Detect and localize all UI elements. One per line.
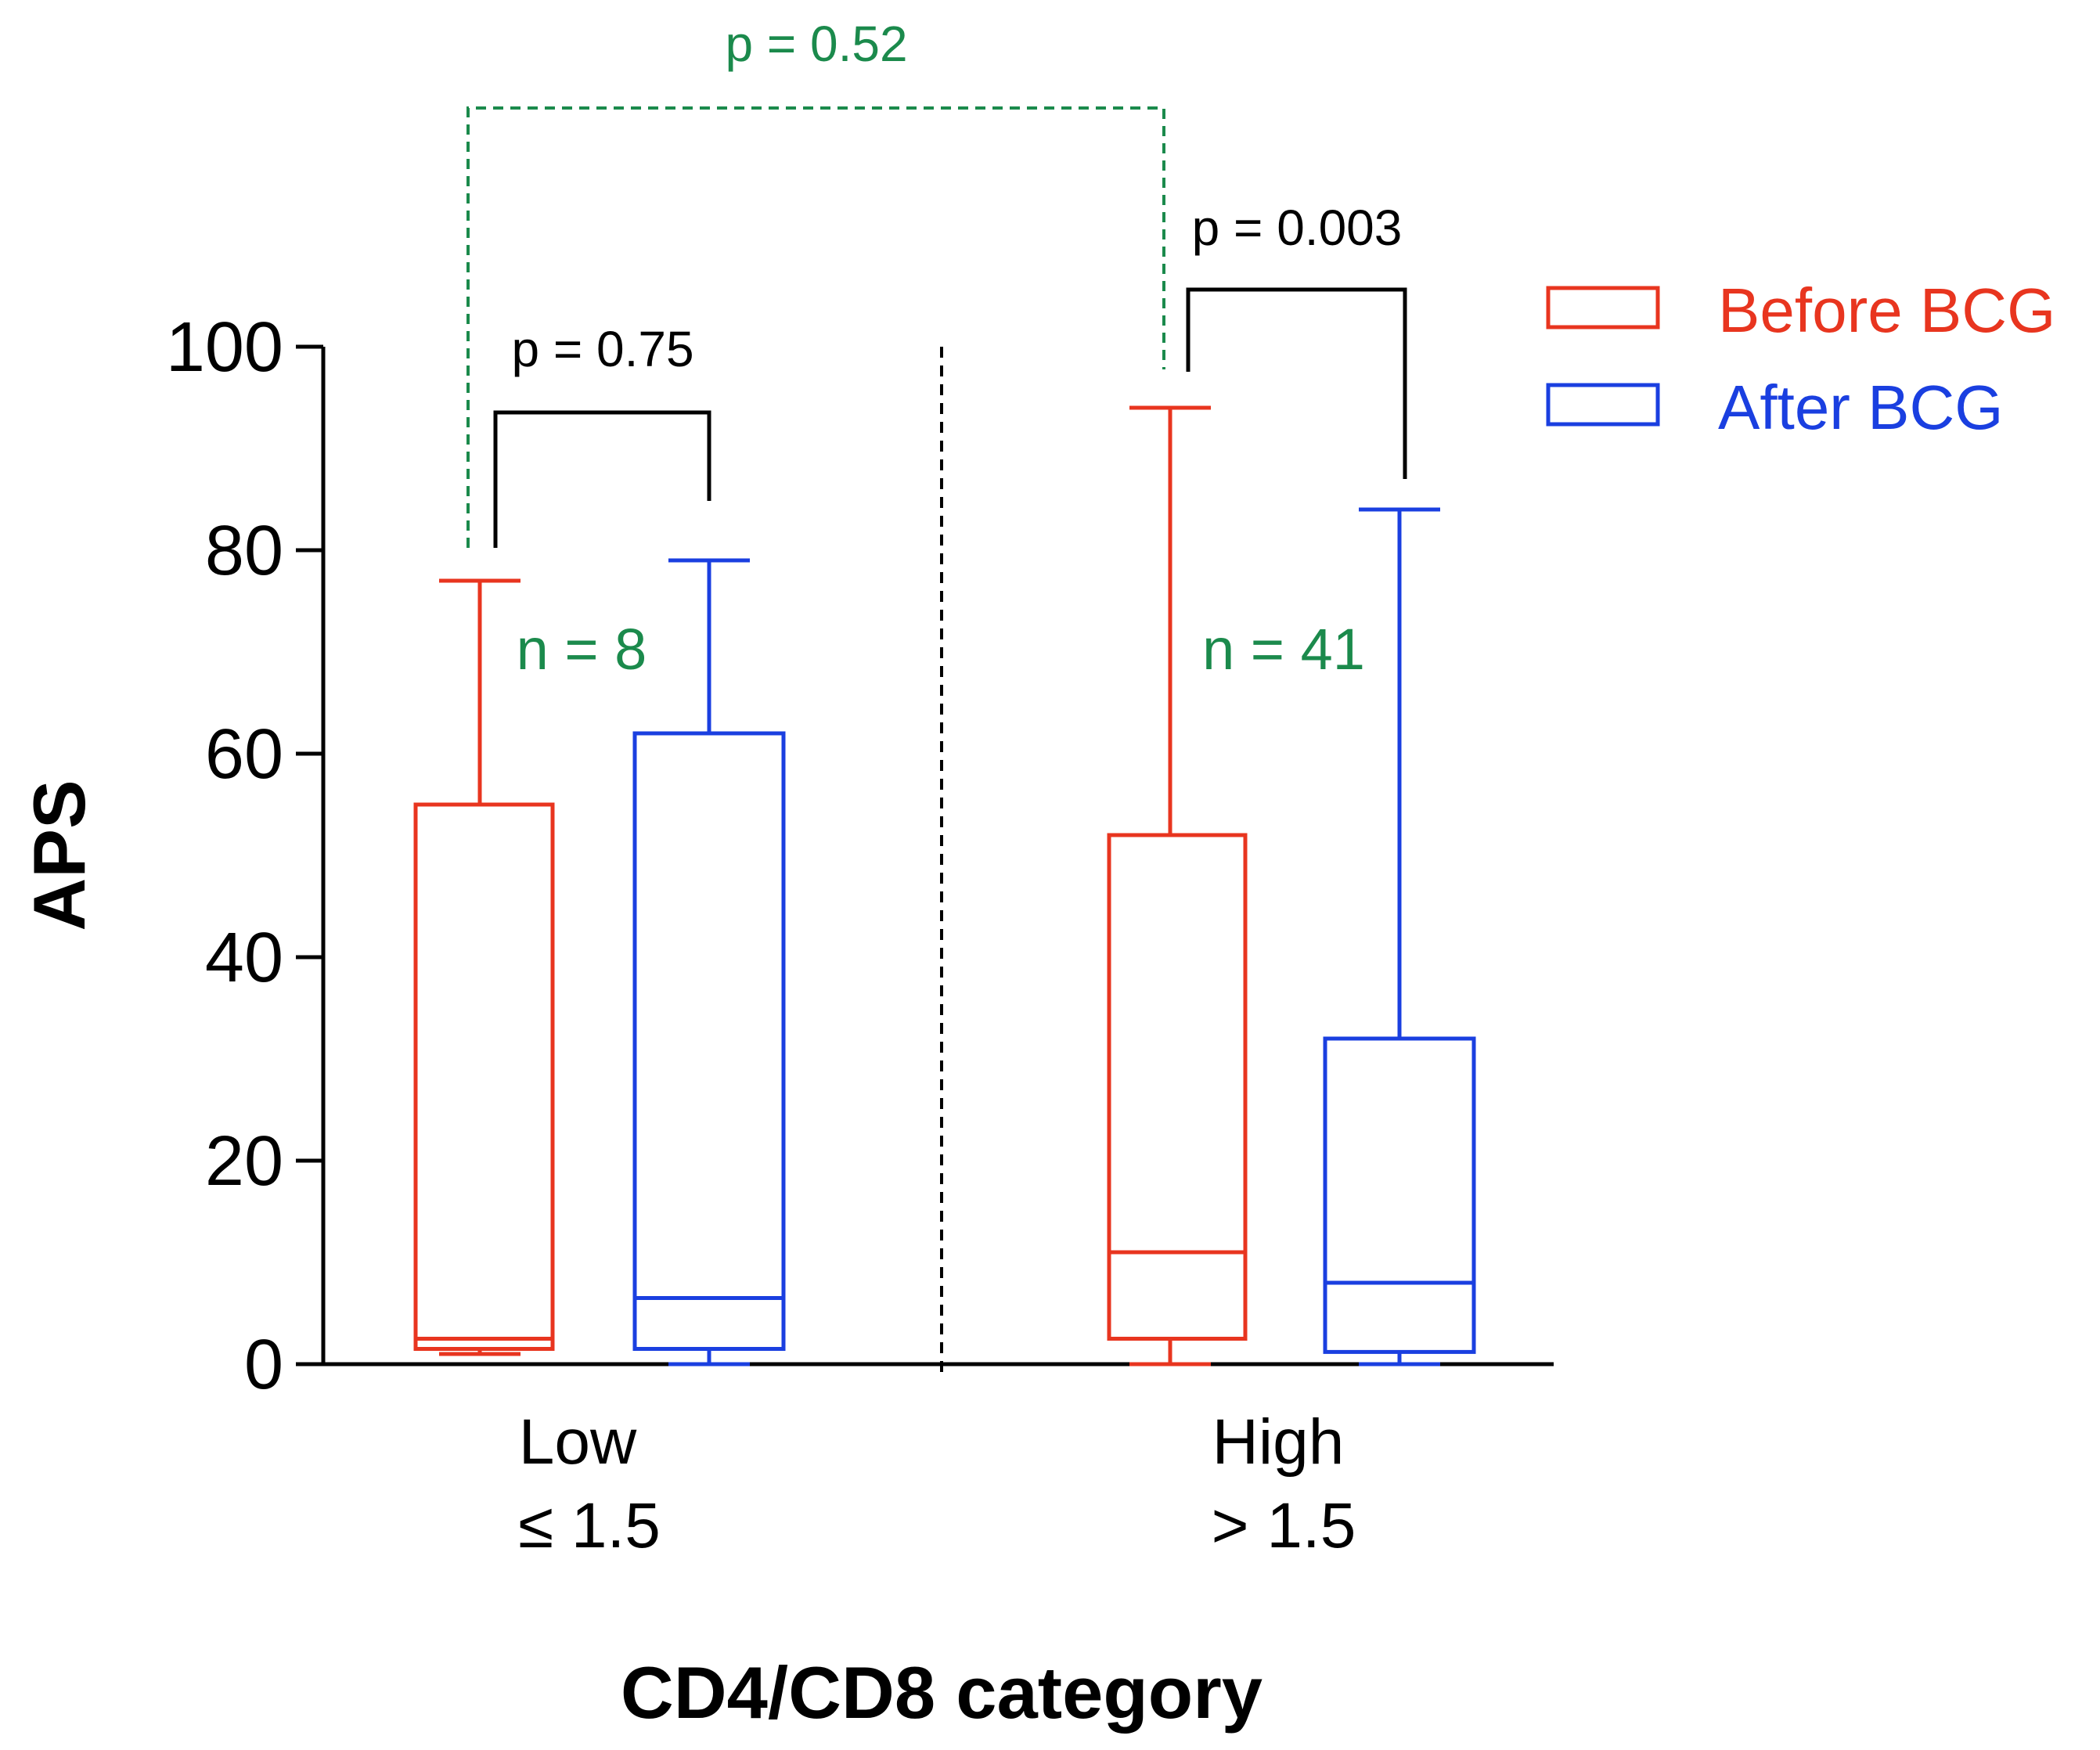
y-tick-label-40: 40 — [205, 919, 283, 997]
p-value-high: p = 0.003 — [1192, 200, 1403, 256]
legend: Before BCG After BCG — [1546, 275, 2055, 442]
x-axis-title: CD4/CD8 category — [621, 1651, 1263, 1734]
y-tick-label-80: 80 — [205, 512, 283, 590]
bracket-between-groups — [466, 106, 1165, 548]
n-label-high: n = 41 — [1202, 617, 1365, 682]
category-low-label: Low — [519, 1406, 637, 1478]
box-before-low — [413, 802, 555, 1351]
y-tick-label-60: 60 — [205, 715, 283, 794]
n-label-low: n = 8 — [517, 617, 647, 682]
box-after-high — [1323, 1036, 1476, 1354]
y-tick-label-0: 0 — [244, 1326, 283, 1404]
box-after-low — [632, 731, 786, 1351]
category-high-threshold: > 1.5 — [1212, 1490, 1356, 1561]
y-tick-label-20: 20 — [205, 1122, 283, 1201]
annotations: n = 8 n = 41 p = 0.75 p = 0.003 p = 0.52 — [466, 16, 1407, 682]
box-plots — [413, 405, 1476, 1367]
legend-swatch-before — [1546, 286, 1660, 329]
category-high-label: High — [1212, 1406, 1345, 1478]
legend-label-before: Before BCG — [1718, 275, 2055, 345]
bracket-high — [1186, 287, 1407, 479]
y-ticks: 0 20 40 60 80 100 — [166, 308, 323, 1404]
legend-swatch-after — [1546, 383, 1660, 427]
y-tick-label-100: 100 — [166, 308, 283, 387]
box-before-high — [1107, 833, 1248, 1341]
category-low-threshold: ≤ 1.5 — [518, 1490, 661, 1561]
legend-label-after: After BCG — [1718, 373, 2004, 442]
p-value-low: p = 0.75 — [511, 321, 693, 377]
p-value-between-groups: p = 0.52 — [725, 16, 907, 72]
bracket-low — [493, 410, 711, 548]
y-axis-title: APS — [18, 780, 100, 931]
